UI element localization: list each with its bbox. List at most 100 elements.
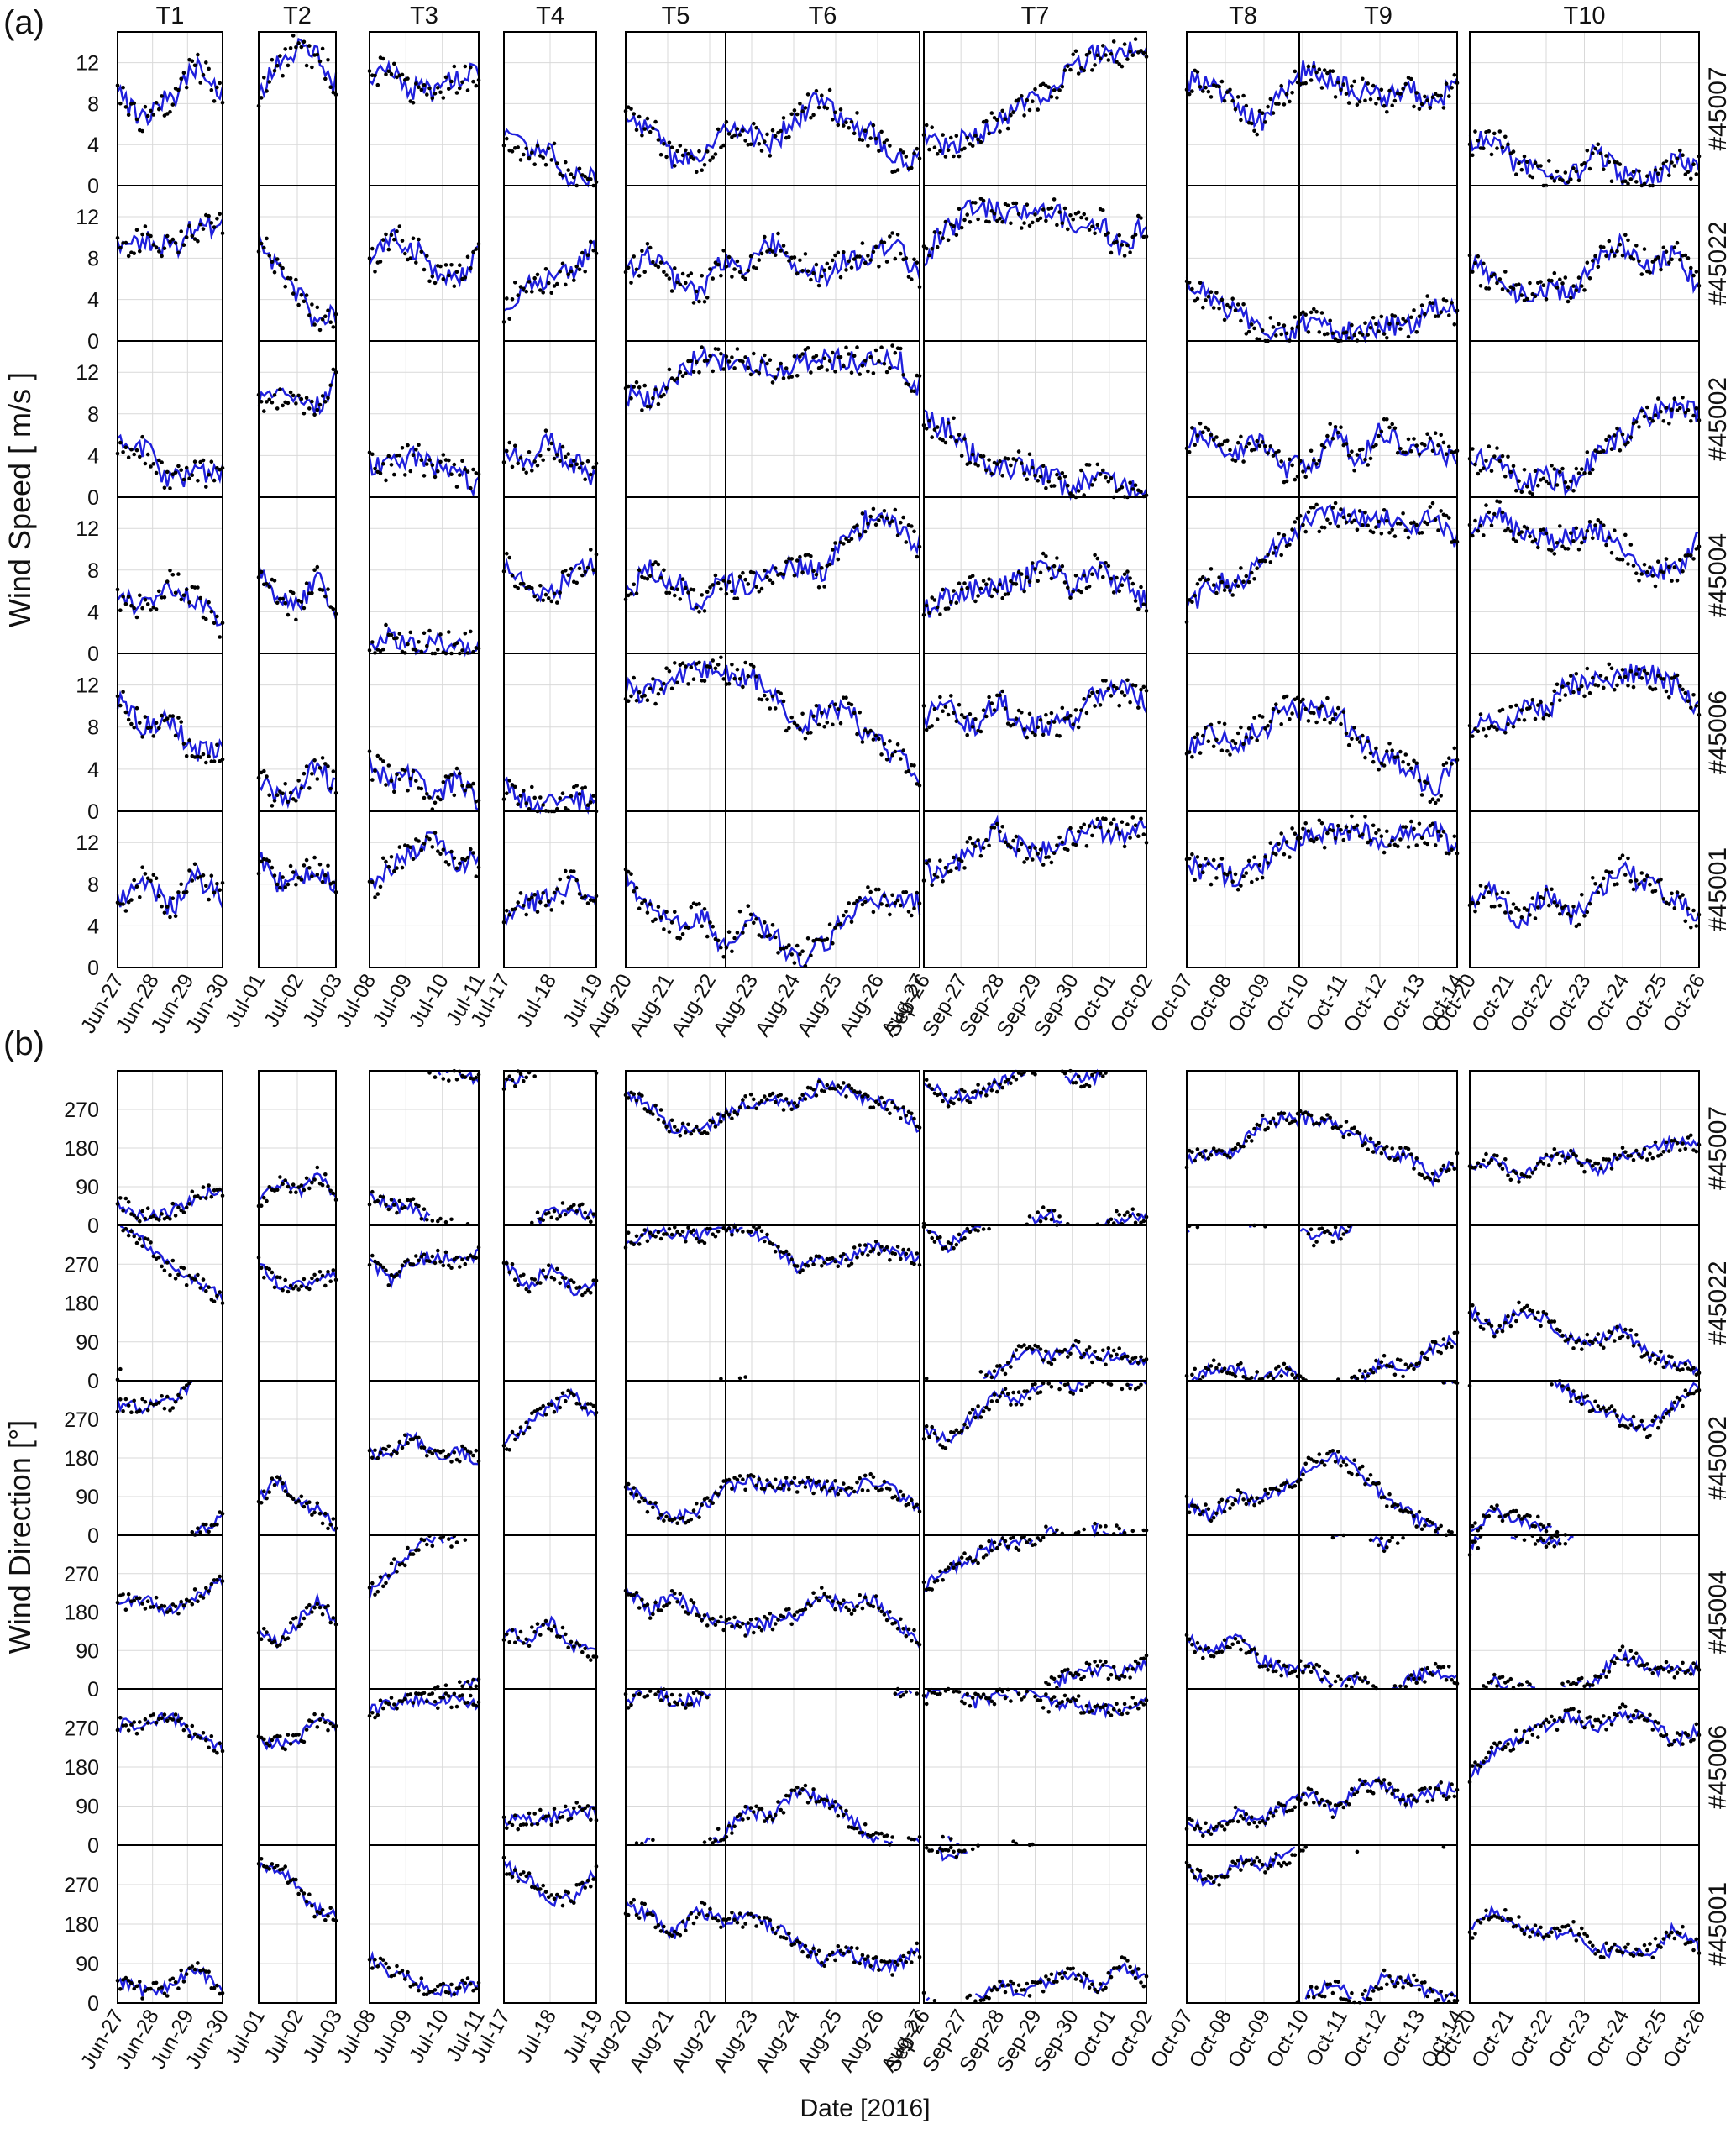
observation-dot xyxy=(1439,834,1443,838)
observation-dot xyxy=(1632,257,1636,261)
observation-dot xyxy=(1057,569,1062,573)
observation-dot xyxy=(1678,258,1682,262)
observation-dot xyxy=(1588,520,1592,524)
observation-dot xyxy=(586,566,590,570)
observation-dot xyxy=(1022,860,1026,864)
observation-dot xyxy=(973,201,978,205)
observation-dot xyxy=(171,573,176,577)
observation-dot xyxy=(1689,553,1693,558)
observation-dot xyxy=(312,1915,317,1919)
observation-dot xyxy=(530,1625,534,1629)
observation-dot xyxy=(553,457,557,461)
observation-dot xyxy=(1033,212,1037,217)
observation-dot xyxy=(1339,507,1343,511)
observation-dot xyxy=(855,523,859,527)
observation-dot xyxy=(1274,702,1278,706)
observation-dot xyxy=(1196,855,1200,859)
observation-dot xyxy=(536,1210,540,1214)
observation-dot xyxy=(447,1453,451,1457)
observation-dot xyxy=(727,682,732,686)
observation-dot xyxy=(328,1523,333,1527)
observation-dot xyxy=(1236,732,1240,736)
observation-dot xyxy=(1577,275,1581,280)
observation-dot xyxy=(1057,88,1062,92)
observation-dot xyxy=(1673,397,1677,401)
observation-dot xyxy=(890,519,894,523)
period-label: T10 xyxy=(1564,3,1606,29)
observation-dot xyxy=(433,1988,438,1992)
observation-dot xyxy=(1142,51,1146,55)
observation-dot xyxy=(422,796,427,800)
observation-dot xyxy=(281,597,285,601)
observation-dot xyxy=(1691,557,1696,561)
subplot-a-T8-T9-row3 xyxy=(1185,341,1460,497)
observation-dot xyxy=(850,265,854,270)
observation-dot xyxy=(532,1630,537,1634)
observation-dot xyxy=(215,882,219,886)
observation-dot xyxy=(1263,855,1267,859)
observation-dot xyxy=(1293,478,1298,482)
observation-dot xyxy=(395,229,399,233)
observation-dot xyxy=(558,1635,562,1639)
observation-dot xyxy=(121,86,125,90)
observation-dot xyxy=(1575,170,1579,174)
observation-dot xyxy=(202,1731,206,1735)
observation-dot xyxy=(1230,593,1235,597)
observation-dot xyxy=(828,705,832,709)
observation-dot xyxy=(703,907,707,911)
observation-dot xyxy=(1044,486,1048,490)
observation-dot xyxy=(888,739,892,743)
observation-dot xyxy=(1604,154,1608,158)
observation-dot xyxy=(1366,524,1370,528)
observation-dot xyxy=(965,212,969,217)
observation-dot xyxy=(955,866,959,870)
observation-dot xyxy=(409,777,413,781)
observation-dot xyxy=(1079,590,1083,595)
observation-dot xyxy=(1190,852,1194,857)
observation-dot xyxy=(1096,817,1100,821)
observation-dot xyxy=(1188,281,1192,285)
observation-dot xyxy=(412,1262,416,1266)
observation-dot xyxy=(1412,827,1416,831)
observation-dot xyxy=(1632,564,1636,568)
observation-dot xyxy=(1198,422,1203,426)
y-tick-label: 180 xyxy=(64,1137,99,1161)
observation-dot xyxy=(146,453,150,457)
observation-dot xyxy=(312,568,317,572)
observation-dot xyxy=(586,253,590,257)
observation-dot xyxy=(1623,873,1628,877)
observation-dot xyxy=(1358,740,1362,744)
observation-dot xyxy=(1380,315,1384,319)
observation-dot xyxy=(516,900,520,905)
observation-dot xyxy=(754,674,758,679)
observation-dot xyxy=(1645,672,1649,676)
observation-dot xyxy=(1068,213,1073,218)
observation-dot xyxy=(982,454,986,459)
observation-dot xyxy=(1255,566,1259,570)
observation-dot xyxy=(453,284,457,288)
observation-dot xyxy=(422,1691,427,1695)
observation-dot xyxy=(1512,149,1516,154)
observation-dot xyxy=(1050,95,1054,99)
observation-dot xyxy=(589,1220,593,1224)
observation-dot xyxy=(516,1880,520,1884)
observation-dot xyxy=(1263,120,1267,124)
observation-dot xyxy=(1667,695,1671,700)
observation-dot xyxy=(425,92,429,97)
observation-dot xyxy=(1074,50,1078,54)
observation-dot xyxy=(1225,439,1230,443)
observation-dot xyxy=(1093,232,1097,236)
observation-dot xyxy=(149,726,153,730)
observation-dot xyxy=(564,869,568,873)
observation-dot xyxy=(409,631,413,635)
observation-dot xyxy=(1473,519,1477,523)
observation-dot xyxy=(850,120,854,124)
observation-dot xyxy=(281,875,285,879)
observation-dot xyxy=(798,727,802,732)
observation-dot xyxy=(212,225,217,229)
observation-dot xyxy=(392,790,396,794)
y-tick-label: 8 xyxy=(87,403,99,427)
observation-dot xyxy=(464,1075,468,1079)
observation-dot xyxy=(1676,674,1680,678)
observation-dot xyxy=(933,145,937,149)
